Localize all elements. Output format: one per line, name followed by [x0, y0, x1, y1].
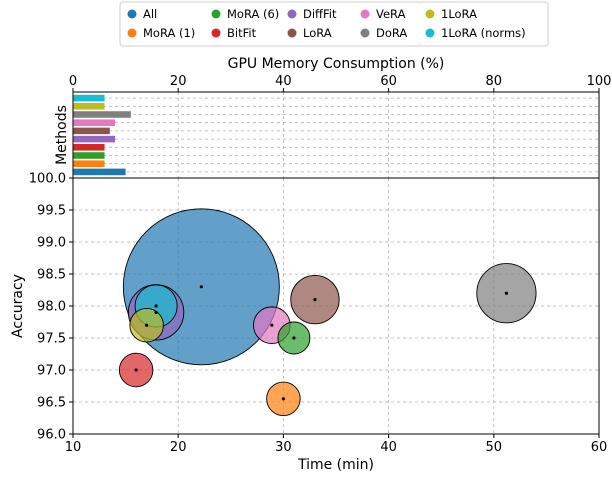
scatter-y-tick-label: 97.5: [37, 332, 66, 347]
bar: [73, 94, 105, 102]
bar: [73, 127, 110, 135]
legend-marker: [127, 28, 137, 38]
legend-label: MoRA (1): [143, 26, 195, 40]
bar: [73, 144, 105, 151]
legend-label: LoRA: [303, 26, 332, 40]
bubble-center-dot: [292, 336, 296, 340]
legend-frame: [119, 1, 549, 47]
bar-x-tick-label: 0: [69, 74, 77, 89]
bar-y-label: Methods: [54, 105, 70, 165]
bubble-center-dot: [313, 298, 317, 302]
legend-marker: [425, 9, 435, 19]
bar: [73, 168, 126, 176]
bar-x-tick-label: 60: [380, 74, 397, 89]
legend-label: DoRA: [376, 26, 407, 40]
bar-x-tick-label: 100: [587, 74, 612, 89]
scatter-x-tick-label: 20: [170, 440, 187, 455]
legend: All MoRA (1) MoRA (6) BitFit DiffFit LoRA VeRA…: [127, 7, 526, 40]
scatter-y-tick-label: 98.5: [37, 268, 66, 283]
scatter-x-tick-label: 30: [275, 440, 292, 455]
bubble-center-dot: [270, 323, 274, 327]
legend-label: VeRA: [376, 7, 406, 21]
legend-marker: [211, 28, 221, 38]
scatter-y-tick-label: 96.5: [37, 396, 66, 411]
bubble-center-dot: [199, 285, 203, 289]
scatter-x-tick-label: 50: [486, 440, 503, 455]
legend-marker: [287, 9, 297, 19]
bar-x-tick-label: 40: [275, 74, 292, 89]
bar-plot-frame: [72, 91, 600, 179]
legend-marker: [287, 28, 297, 38]
scatter-x-tick-label: 10: [65, 440, 82, 455]
bubble-center-dot: [145, 323, 149, 327]
bar: [73, 160, 105, 167]
legend-label: 1LoRA (norms): [441, 26, 526, 40]
legend-marker: [127, 9, 137, 19]
scatter-y-tick-label: 99.0: [37, 236, 66, 251]
scatter-y-tick-label: 96.0: [37, 428, 66, 443]
bubble-center-dot: [134, 368, 138, 372]
bar: [73, 152, 105, 159]
bar-x-tick-label: 20: [170, 74, 187, 89]
legend-label: DiffFit: [303, 7, 337, 21]
legend-label: BitFit: [227, 26, 257, 40]
legend-label: All: [143, 7, 157, 21]
bubble-center-dot: [154, 304, 158, 308]
bubble-center-dot: [504, 291, 509, 295]
scatter-y-tick-label: 99.5: [37, 204, 66, 219]
bubble-center-dot: [154, 310, 158, 314]
accuracy-bubble-chart: 10 20 30 40 50 60 96.0 96.5 97.0 97.5 98.0 98.5 99.0…: [10, 172, 607, 474]
bar: [73, 119, 116, 126]
bar-x-tick-label: 80: [486, 74, 503, 89]
scatter-y-tick-label: 97.0: [37, 364, 66, 379]
scatter-y-tick-label: 100.0: [29, 172, 66, 187]
scatter-x-tick-label: 60: [591, 440, 608, 455]
scatter-y-tick-label: 98.0: [37, 300, 66, 315]
scatter-y-label: Accuracy: [10, 274, 26, 338]
legend-label: MoRA (6): [227, 7, 279, 21]
bar-x-label: GPU Memory Consumption (%): [228, 56, 445, 72]
bubble-center-dot: [281, 397, 285, 401]
legend-marker: [211, 9, 221, 19]
scatter-x-label: Time (min): [297, 457, 374, 473]
legend-label: 1LoRA: [441, 7, 477, 21]
bar: [73, 103, 105, 110]
memory-bar-chart: 0 20 40 60 80 100 GPU Memory Consumption (%) …: [54, 56, 612, 179]
legend-marker: [360, 9, 370, 19]
bar: [73, 135, 116, 143]
scatter-x-tick-label: 40: [380, 440, 397, 455]
legend-marker: [425, 28, 435, 38]
bar: [73, 111, 131, 118]
legend-marker: [360, 28, 370, 38]
